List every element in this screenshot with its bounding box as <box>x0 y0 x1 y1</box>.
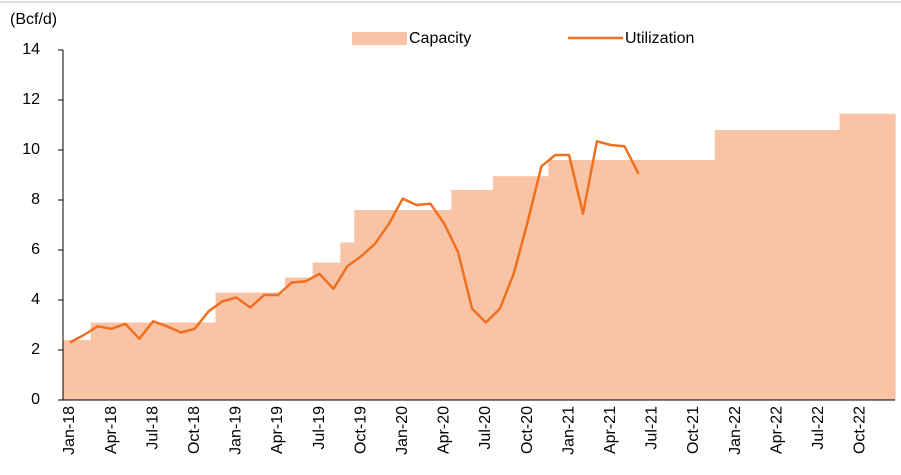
capacity-step <box>63 340 78 400</box>
capacity-step <box>90 322 106 400</box>
utilization-line <box>69 140 640 344</box>
capacity-step <box>437 210 452 400</box>
capacity-step <box>243 292 258 400</box>
x-tick-label: Apr-20 <box>436 406 453 454</box>
capacity-step <box>215 292 230 400</box>
capacity-step <box>576 160 591 400</box>
capacity-step <box>132 322 147 400</box>
capacity-step <box>867 113 882 400</box>
capacity-step <box>326 262 341 400</box>
capacity-step <box>76 340 92 400</box>
y-tick-label: 2 <box>31 341 40 358</box>
capacity-step <box>603 160 619 400</box>
x-tick-label: Jan-21 <box>560 406 577 455</box>
capacity-step <box>298 277 314 400</box>
capacity-step <box>714 130 730 400</box>
x-tick-label: Apr-21 <box>602 406 619 454</box>
x-tick-label: Jan-18 <box>61 406 78 455</box>
capacity-step <box>881 113 896 400</box>
capacity-step <box>659 160 674 400</box>
capacity-step <box>617 160 633 400</box>
capacity-step <box>811 130 827 400</box>
x-tick-label: Jul-21 <box>644 406 661 450</box>
capacity-step <box>839 113 854 400</box>
capacity-step <box>728 130 744 400</box>
capacity-step <box>118 322 133 400</box>
capacity-step <box>423 210 438 400</box>
x-tick-label: Apr-22 <box>768 406 785 454</box>
x-tick-label: Oct-19 <box>352 406 369 454</box>
x-tick-label: Jul-19 <box>311 406 328 450</box>
y-tick-label: 6 <box>31 241 40 258</box>
capacity-step <box>465 190 480 400</box>
capacity-step <box>756 130 771 400</box>
y-tick-label: 0 <box>31 391 40 408</box>
x-tick-label: Apr-18 <box>103 406 120 454</box>
x-tick-label: Oct-21 <box>685 406 702 454</box>
capacity-step <box>673 160 688 400</box>
legend-label: Capacity <box>409 30 471 47</box>
capacity-step <box>451 190 466 400</box>
capacity-step <box>687 160 702 400</box>
capacity-step <box>201 322 217 400</box>
capacity-step <box>257 292 272 400</box>
legend-swatch <box>352 32 407 45</box>
capacity-step <box>770 130 785 400</box>
capacity-step <box>853 113 868 400</box>
capacity-step <box>146 322 161 400</box>
capacity-step <box>395 210 411 400</box>
y-axis-label: (Bcf/d) <box>10 11 57 28</box>
capacity-step <box>160 322 175 400</box>
x-tick-label: Jan-20 <box>394 406 411 455</box>
capacity-step <box>700 160 716 400</box>
capacity-step <box>229 292 244 400</box>
capacity-step <box>492 176 508 400</box>
y-tick-label: 10 <box>22 141 40 158</box>
x-tick-label: Jan-22 <box>727 406 744 455</box>
capacity-step <box>284 277 300 400</box>
capacity-step <box>562 160 577 400</box>
x-tick-label: Oct-18 <box>186 406 203 454</box>
capacity-step <box>520 176 536 400</box>
x-tick-label: Jan-19 <box>228 406 245 455</box>
capacity-step <box>825 130 841 400</box>
capacity-step <box>479 190 494 400</box>
capacity-step <box>354 210 369 400</box>
capacity-step <box>589 160 605 400</box>
x-tick-label: Apr-19 <box>269 406 286 454</box>
x-tick-label: Jul-22 <box>810 406 827 450</box>
y-tick-label: 12 <box>22 91 40 108</box>
capacity-step <box>784 130 799 400</box>
capacity-step <box>742 130 757 400</box>
y-tick-label: 14 <box>22 41 40 58</box>
capacity-step <box>797 130 813 400</box>
capacity-step <box>187 322 203 400</box>
capacity-step <box>271 292 286 400</box>
legend-label: Utilization <box>625 30 694 47</box>
capacity-step <box>368 210 383 400</box>
capacity-step <box>409 210 425 400</box>
capacity-step <box>534 176 549 400</box>
x-tick-label: Oct-20 <box>519 406 536 454</box>
capacity-step <box>506 176 522 400</box>
x-tick-label: Jul-18 <box>144 406 161 450</box>
y-tick-label: 4 <box>31 291 40 308</box>
capacity-step <box>645 160 660 400</box>
capacity-step <box>104 322 120 400</box>
capacity-step <box>312 262 328 400</box>
capacity-step <box>548 160 563 400</box>
y-tick-label: 8 <box>31 191 40 208</box>
capacity-step <box>173 322 189 400</box>
x-tick-label: Oct-22 <box>852 406 869 454</box>
x-tick-label: Jul-20 <box>477 406 494 450</box>
capacity-step <box>381 210 397 400</box>
capacity-step <box>631 160 646 400</box>
capacity-step <box>340 242 355 400</box>
